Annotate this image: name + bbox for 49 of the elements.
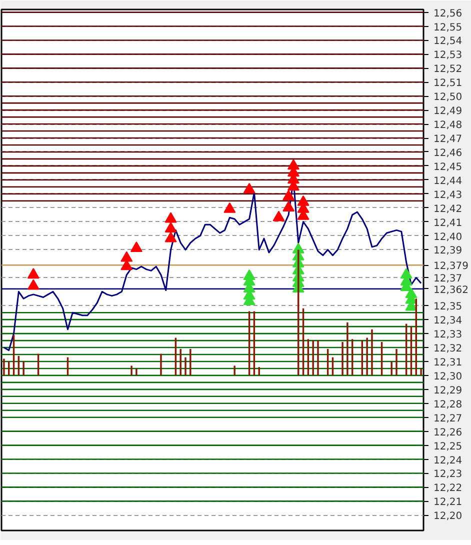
ref-line-label: 12,379 <box>434 261 468 272</box>
y-tick-label: 12,43 <box>434 190 462 201</box>
point <box>164 232 177 242</box>
y-tick-label: 12,20 <box>434 511 462 522</box>
y-tick-label: 12,37 <box>434 274 462 285</box>
ref-line-label: 12,362 <box>434 284 468 296</box>
y-tick-label: 12,56 <box>434 8 462 20</box>
y-tick-label: 12,44 <box>434 176 462 187</box>
y-tick-label: 12,46 <box>434 148 462 159</box>
y-tick-label: 12,45 <box>434 162 462 173</box>
y-tick-label: 12,25 <box>434 441 462 452</box>
y-tick-label: 12,28 <box>434 399 462 410</box>
point <box>282 190 295 200</box>
y-tick-label: 12,54 <box>434 36 462 48</box>
y-tick-label: 12,33 <box>434 330 462 341</box>
point <box>224 202 236 213</box>
y-tick-label: 12,42 <box>434 204 462 215</box>
y-tick-label: 12,51 <box>434 78 462 90</box>
y-tick-label: 12,49 <box>434 106 462 118</box>
point <box>272 210 285 222</box>
y-tick-label: 12,55 <box>434 22 462 34</box>
point <box>130 242 142 252</box>
point <box>164 222 177 232</box>
y-tick-label: 12,26 <box>434 427 462 438</box>
y-tick-label: 12,48 <box>434 120 462 132</box>
point <box>243 182 256 194</box>
y-tick-label: 12,39 <box>434 246 462 257</box>
y-tick-label: 12,21 <box>434 497 462 508</box>
point <box>27 268 40 279</box>
point <box>164 212 177 223</box>
y-tick-label: 12,34 <box>434 316 462 327</box>
y-tick-label: 12,40 <box>434 232 462 243</box>
y-tick-label: 12,35 <box>434 302 462 313</box>
y-tick-label: 12,29 <box>434 385 462 396</box>
point <box>27 279 40 290</box>
y-tick-label: 12,52 <box>434 64 462 76</box>
y-tick-label: 12,27 <box>434 413 462 424</box>
point <box>120 251 133 262</box>
y-tick-label: 12,23 <box>434 469 462 480</box>
point <box>282 200 295 212</box>
y-tick-label: 12,24 <box>434 455 462 466</box>
y-tick-label: 12,50 <box>434 92 462 104</box>
y-tick-label: 12,41 <box>434 218 462 229</box>
y-tick-label: 12,47 <box>434 134 462 146</box>
y-tick-label: 12,22 <box>434 483 462 494</box>
y-tick-label: 12,31 <box>434 357 462 368</box>
y-tick-label: 12,53 <box>434 50 462 62</box>
y-tick-label: 12,30 <box>434 371 462 382</box>
y-tick-label: 12,32 <box>434 344 462 355</box>
